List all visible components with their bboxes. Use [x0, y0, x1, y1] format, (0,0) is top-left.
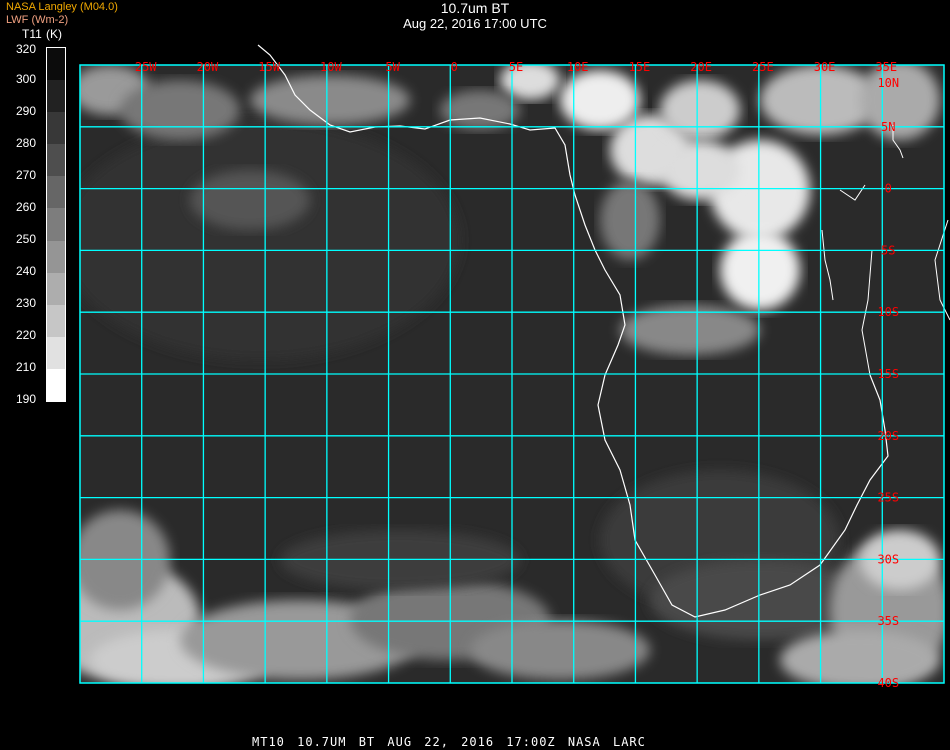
colorbar-segment — [47, 272, 65, 305]
colorbar-tick-label: 210 — [16, 360, 37, 374]
cloud-patch — [440, 90, 520, 130]
colorbar-segment — [47, 336, 65, 369]
image-title: 10.7um BT — [440, 0, 510, 16]
cloud-patch — [190, 170, 310, 230]
latitude-label: 0 — [885, 182, 892, 196]
colorbar-segment — [47, 208, 65, 241]
colorbar-segment — [47, 48, 65, 81]
colorbar-tick-label: 300 — [16, 72, 37, 86]
latitude-label: 40S — [877, 676, 899, 690]
latitude-label: 5S — [881, 243, 895, 257]
cloud-patch — [600, 180, 660, 260]
colorbar-segment — [47, 112, 65, 145]
product-label: LWF (Wm-2) — [6, 14, 69, 26]
colorbar-tick-label: 220 — [16, 328, 37, 342]
colorbar — [46, 47, 66, 402]
colorbar-tick-label: 250 — [16, 232, 37, 246]
lake-tanganyika-shore — [821, 229, 834, 301]
colorbar-tick-label: 240 — [16, 264, 37, 278]
longitude-label: 20E — [690, 60, 712, 74]
colorbar-tick-label: 190 — [16, 392, 37, 406]
colorbar-segment — [47, 240, 65, 273]
ocean-region — [80, 120, 460, 360]
longitude-label: 10E — [567, 60, 589, 74]
latitude-label: 35S — [877, 614, 899, 628]
longitude-label: 25E — [752, 60, 774, 74]
cloud-patch — [560, 70, 640, 130]
footer-caption: MT10 10.7UM BT AUG 22, 2016 17:00Z NASA … — [252, 735, 646, 749]
latitude-label: 20S — [877, 429, 899, 443]
colorbar-unit: (K) — [46, 27, 62, 41]
colorbar-tick-label: 260 — [16, 200, 37, 214]
cloud-patch — [660, 80, 740, 140]
colorbar-segment — [47, 144, 65, 177]
cloud-patch — [500, 65, 560, 100]
cloud-patch — [720, 230, 800, 310]
image-timestamp: Aug 22, 2016 17:00 UTC — [403, 16, 547, 31]
coastline-east — [861, 249, 873, 376]
lake-victoria-shore — [892, 125, 904, 159]
colorbar-tick-label: 280 — [16, 136, 37, 150]
colorbar-tick-label: 290 — [16, 104, 37, 118]
longitude-label: 15W — [258, 60, 280, 74]
colorbar-segment — [47, 304, 65, 337]
coastline-gulf — [839, 184, 866, 201]
colorbar-tick-label: 320 — [16, 42, 37, 56]
east-coast — [934, 219, 950, 321]
longitude-label: 5E — [509, 60, 523, 74]
latitude-label: 30S — [877, 552, 899, 566]
longitude-label: 10W — [320, 60, 342, 74]
colorbar-tick-label: 230 — [16, 296, 37, 310]
longitude-label: 35E — [875, 60, 897, 74]
latitude-label: 10S — [877, 305, 899, 319]
longitude-label: 0 — [451, 60, 458, 74]
longitude-label: 30E — [814, 60, 836, 74]
cloud-patch — [250, 75, 410, 125]
longitude-label: 5W — [385, 60, 400, 74]
longitude-label: 25W — [135, 60, 157, 74]
source-label: NASA Langley (M04.0) — [6, 1, 118, 13]
colorbar-variable: T11 — [22, 27, 42, 41]
cloud-patch — [470, 620, 650, 680]
longitude-label: 15E — [629, 60, 651, 74]
colorbar-segment — [47, 176, 65, 209]
cloud-patch — [120, 80, 240, 140]
latitude-label: 10N — [877, 76, 899, 90]
map-border — [79, 64, 945, 684]
colorbar-segment — [47, 80, 65, 113]
cloud-patch — [620, 305, 760, 355]
latitude-label: 15S — [877, 367, 899, 381]
cloud-patch — [860, 65, 940, 140]
latitude-label: 25S — [877, 491, 899, 505]
colorbar-segment — [47, 368, 65, 402]
cloud-patch — [780, 630, 940, 683]
latitude-label: 5N — [881, 120, 895, 134]
cloud-field — [80, 65, 944, 683]
land-region — [650, 560, 870, 640]
cloud-patch — [660, 140, 740, 200]
colorbar-tick-label: 270 — [16, 168, 37, 182]
longitude-label: 20W — [197, 60, 219, 74]
